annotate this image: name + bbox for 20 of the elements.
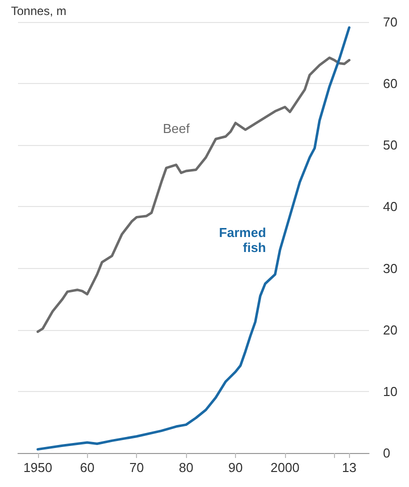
y-tick-label: 30 <box>383 260 398 276</box>
x-tick-label: 80 <box>178 460 194 475</box>
y-tick-label: 70 <box>383 14 398 30</box>
x-tick-label: 90 <box>228 460 243 475</box>
y-tick-label: 40 <box>383 199 398 214</box>
chart-title: Tonnes, m <box>11 4 66 18</box>
y-tick-label: 50 <box>383 138 398 153</box>
series-label: Beef <box>162 120 190 136</box>
y-tick-label: 20 <box>383 322 398 338</box>
x-tick-label: 13 <box>342 460 356 475</box>
x-tick-label: 1950 <box>23 460 52 475</box>
series-label: Farmed fish <box>219 224 266 255</box>
y-tick-label: 60 <box>383 76 398 92</box>
line-series <box>36 56 350 333</box>
x-tick-label: 70 <box>129 460 144 475</box>
x-tick-label: 2000 <box>270 460 300 475</box>
x-tick-label: 60 <box>80 460 94 475</box>
y-tick-label: 10 <box>383 384 398 399</box>
y-tick-label: 0 <box>383 446 390 460</box>
line-series <box>36 26 350 451</box>
